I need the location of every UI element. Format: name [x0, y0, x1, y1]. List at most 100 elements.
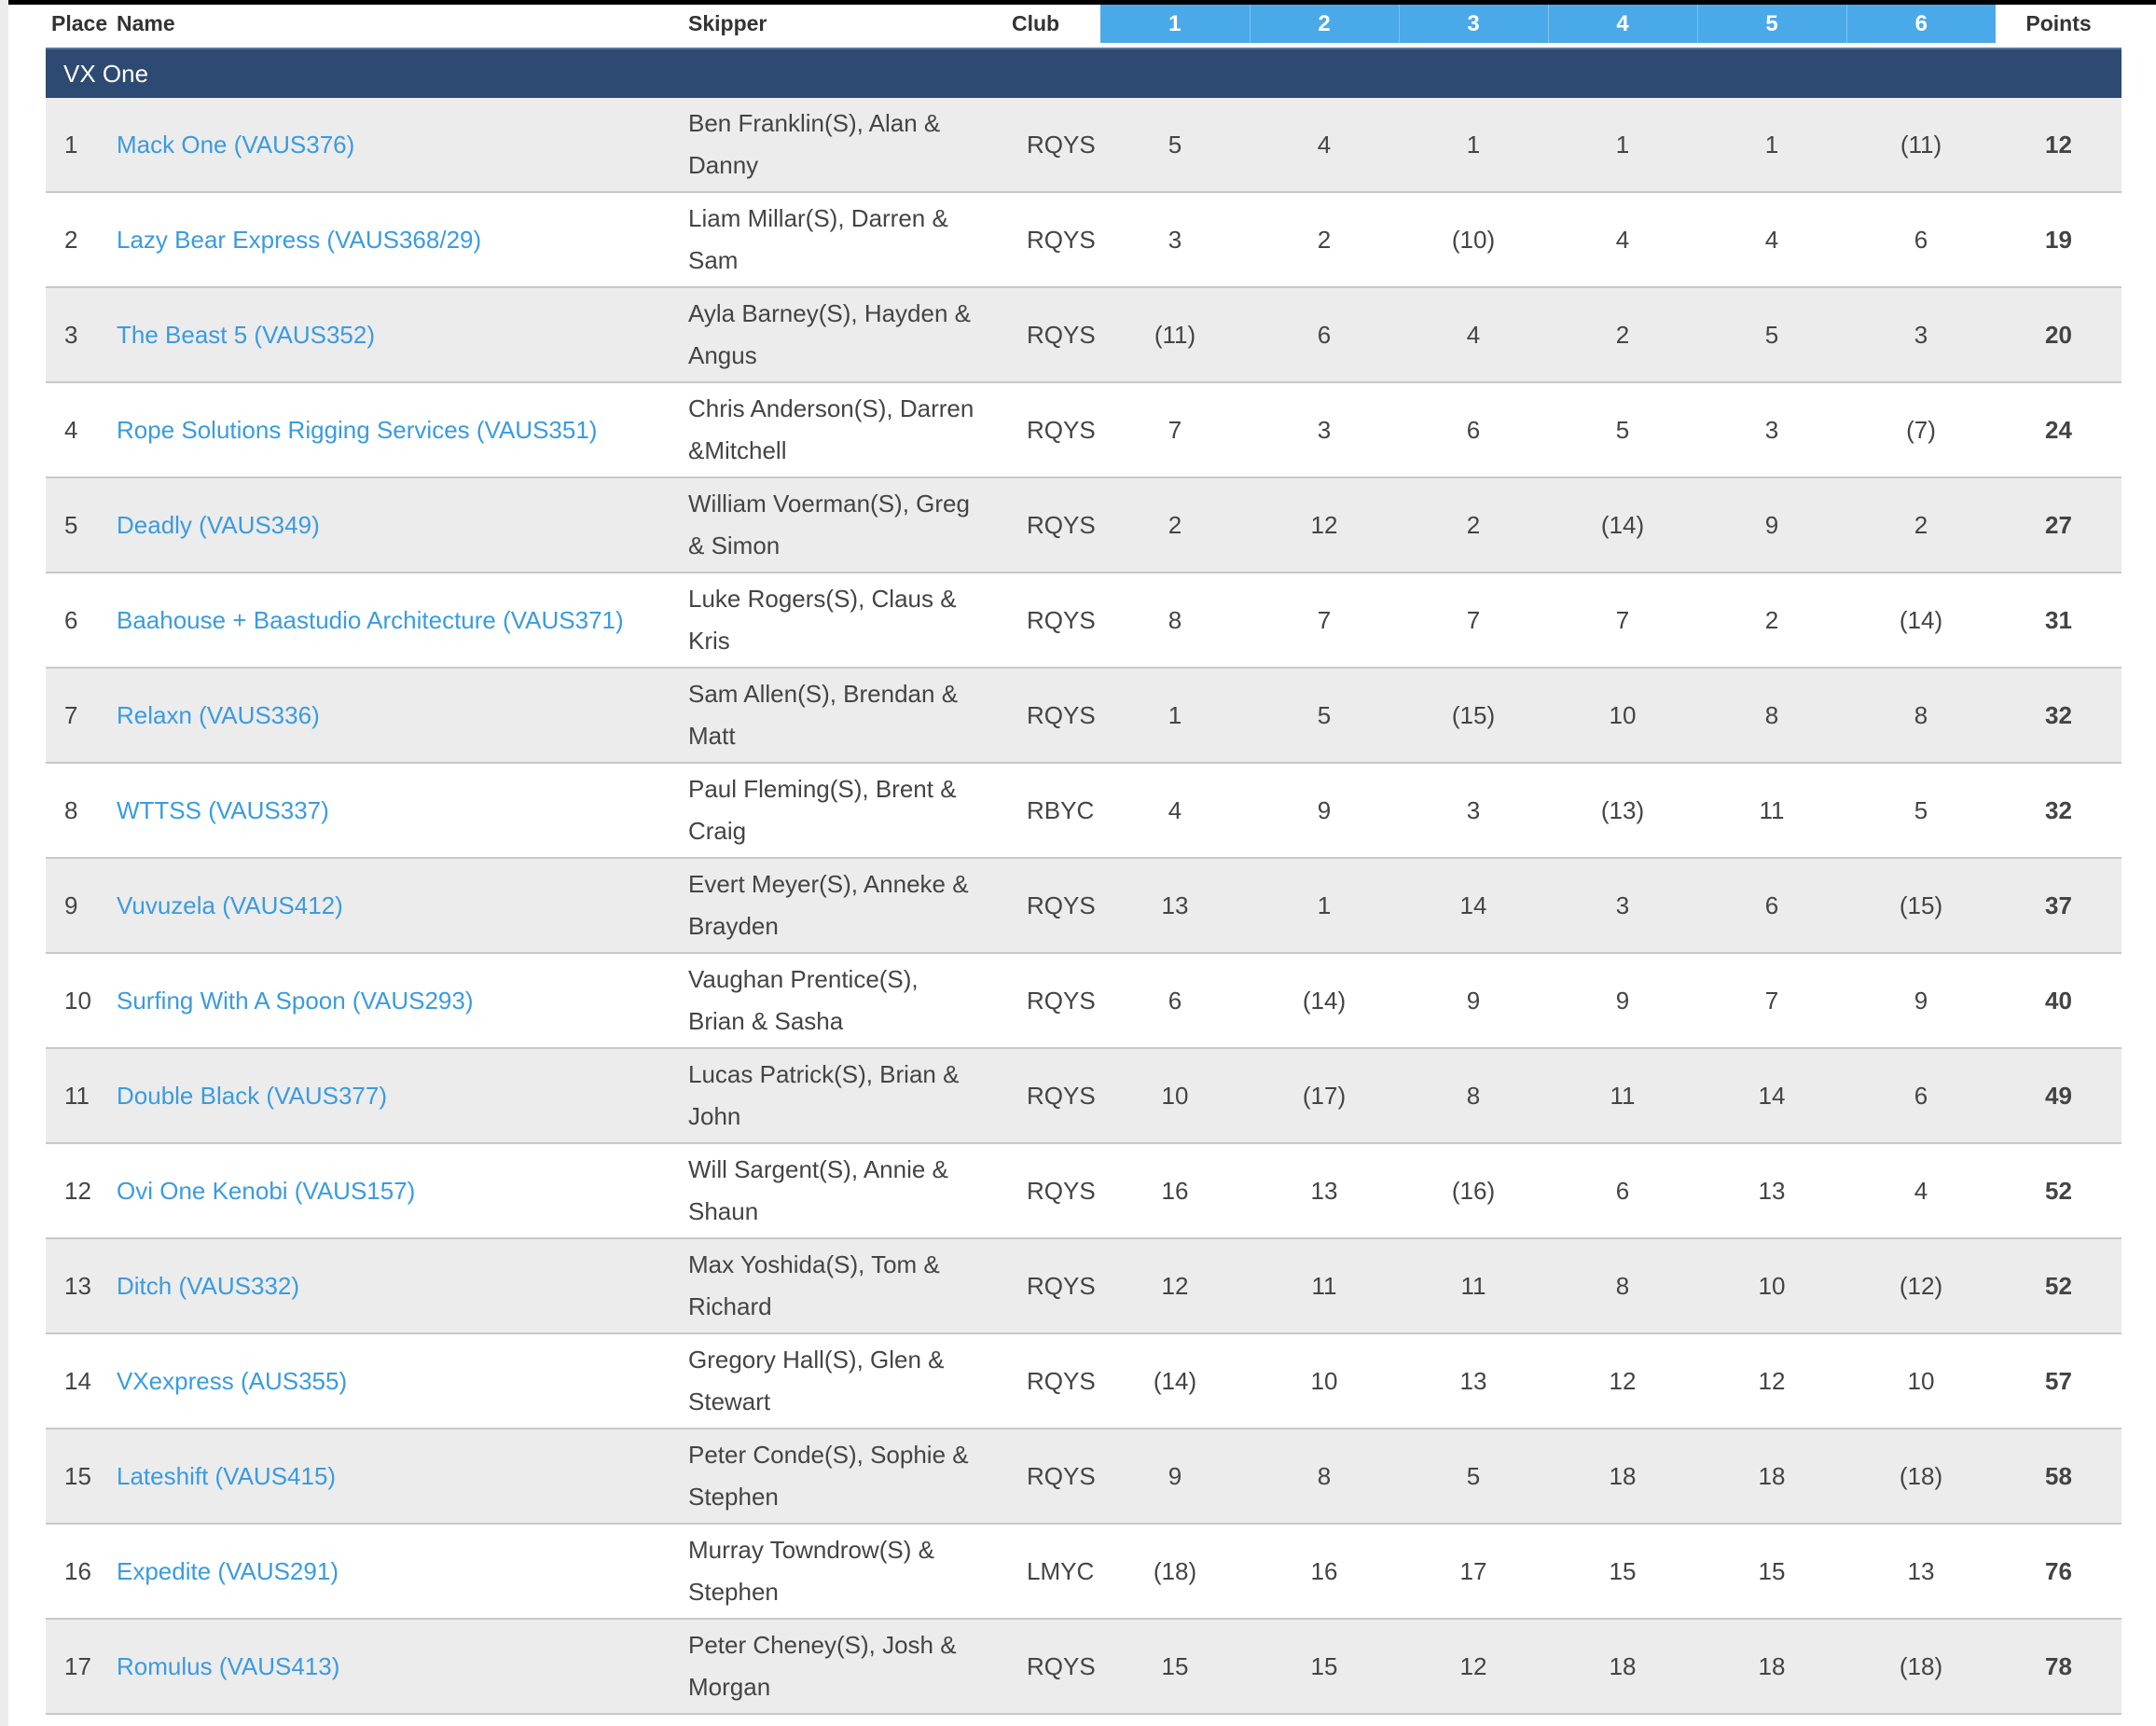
race-1-score-cell: 16 — [1100, 1143, 1250, 1239]
race-3-score-cell: 2 — [1399, 477, 1548, 573]
header-race-3[interactable]: 3 — [1398, 5, 1548, 43]
skipper-cell: Peter Cheney(S), Josh & Morgan — [688, 1619, 999, 1715]
skipper-cell: Evert Meyer(S), Anneke & Brayden — [688, 858, 999, 954]
boat-name-link[interactable]: Rope Solutions Rigging Services (VAUS351… — [117, 415, 598, 444]
boat-name-link[interactable]: Expedite (VAUS291) — [117, 1556, 339, 1585]
points-cell: 78 — [1996, 1619, 2121, 1715]
club-cell: RQYS — [999, 1238, 1100, 1334]
header-name[interactable]: Name — [117, 11, 175, 35]
boat-name-link[interactable]: Vuvuzela (VAUS412) — [117, 891, 343, 919]
results-table: Place Name Skipper Club 1 2 3 4 5 6 Poin… — [46, 5, 2121, 1715]
header-race-4[interactable]: 4 — [1547, 5, 1697, 43]
race-1-score-cell: 5 — [1100, 98, 1250, 193]
club-cell: LMYC — [999, 1524, 1100, 1620]
race-3-score-cell: 14 — [1399, 858, 1548, 954]
boat-name-link[interactable]: Double Black (VAUS377) — [117, 1081, 387, 1110]
boat-name-link[interactable]: Ditch (VAUS332) — [117, 1271, 300, 1300]
results-row: 5 Deadly (VAUS349) William Voerman(S), Gre… — [46, 477, 2121, 573]
club-cell: RQYS — [999, 858, 1100, 954]
club-cell: RQYS — [999, 953, 1100, 1049]
race-2-score-cell: (14) — [1250, 953, 1399, 1049]
race-3-score-cell: 5 — [1399, 1429, 1548, 1525]
race-6-score-cell: (18) — [1846, 1429, 1996, 1525]
place-cell: 1 — [46, 98, 117, 193]
points-cell: 32 — [1996, 763, 2121, 859]
race-6-score-cell: (18) — [1846, 1619, 1996, 1715]
race-3-score-cell: (10) — [1399, 192, 1548, 288]
left-border — [0, 0, 8, 1726]
race-3-score-cell: 6 — [1399, 382, 1548, 478]
skipper-cell: Ben Franklin(S), Alan & Danny — [688, 98, 999, 193]
race-5-score-cell: 12 — [1697, 1333, 1846, 1429]
skipper-cell: Vaughan Prentice(S), Brian & Sasha — [688, 953, 999, 1049]
race-5-score-cell: 18 — [1697, 1429, 1846, 1525]
points-cell: 76 — [1996, 1524, 2121, 1620]
club-cell: RQYS — [999, 98, 1100, 193]
header-place[interactable]: Place — [51, 11, 108, 35]
race-5-score-cell: 11 — [1697, 763, 1846, 859]
boat-name-cell: Vuvuzela (VAUS412) — [117, 858, 688, 954]
race-2-score-cell: 1 — [1250, 858, 1399, 954]
points-cell: 24 — [1996, 382, 2121, 478]
boat-name-link[interactable]: Romulus (VAUS413) — [117, 1651, 340, 1680]
header-race-1[interactable]: 1 — [1100, 5, 1250, 43]
race-4-score-cell: (14) — [1548, 477, 1697, 573]
class-group-row: VX One — [46, 48, 2121, 98]
boat-name-cell: Lazy Bear Express (VAUS368/29) — [117, 192, 688, 288]
points-cell: 31 — [1996, 573, 2121, 669]
boat-name-cell: Mack One (VAUS376) — [117, 98, 688, 193]
header-points[interactable]: Points — [2025, 11, 2092, 35]
race-5-score-cell: 15 — [1697, 1524, 1846, 1620]
results-row: 17 Romulus (VAUS413) Peter Cheney(S), Josh… — [46, 1619, 2121, 1715]
boat-name-link[interactable]: Ovi One Kenobi (VAUS157) — [117, 1176, 416, 1205]
skipper-cell: Will Sargent(S), Annie & Shaun — [688, 1143, 999, 1239]
boat-name-link[interactable]: Mack One (VAUS376) — [117, 130, 355, 159]
race-1-score-cell: 13 — [1100, 858, 1250, 954]
boat-name-cell: Ditch (VAUS332) — [117, 1238, 688, 1334]
boat-name-link[interactable]: Deadly (VAUS349) — [117, 510, 320, 539]
boat-name-link[interactable]: Lazy Bear Express (VAUS368/29) — [117, 225, 482, 254]
race-4-score-cell: 11 — [1548, 1048, 1697, 1144]
boat-name-link[interactable]: Lateshift (VAUS415) — [117, 1461, 337, 1490]
class-group-title: VX One — [46, 48, 2121, 98]
club-cell: RQYS — [999, 1619, 1100, 1715]
club-cell: RQYS — [999, 287, 1100, 383]
skipper-cell: Murray Towndrow(S) & Stephen — [688, 1524, 999, 1620]
race-5-score-cell: 10 — [1697, 1238, 1846, 1334]
boat-name-cell: Lateshift (VAUS415) — [117, 1429, 688, 1525]
header-race-6[interactable]: 6 — [1845, 5, 1996, 43]
results-row: 7 Relaxn (VAUS336) Sam Allen(S), Brendan &… — [46, 668, 2121, 764]
boat-name-link[interactable]: The Beast 5 (VAUS352) — [117, 320, 375, 349]
header-race-5[interactable]: 5 — [1696, 5, 1846, 43]
race-4-score-cell: 1 — [1548, 98, 1697, 193]
points-cell: 57 — [1996, 1333, 2121, 1429]
race-3-score-cell: 13 — [1399, 1333, 1548, 1429]
header-club[interactable]: Club — [1012, 11, 1060, 35]
boat-name-link[interactable]: Relaxn (VAUS336) — [117, 700, 320, 729]
skipper-cell: Luke Rogers(S), Claus & Kris — [688, 573, 999, 669]
race-2-score-cell: 5 — [1250, 668, 1399, 764]
boat-name-link[interactable]: WTTSS (VAUS337) — [117, 795, 329, 824]
race-4-score-cell: 10 — [1548, 668, 1697, 764]
boat-name-cell: Ovi One Kenobi (VAUS157) — [117, 1143, 688, 1239]
race-2-score-cell: 4 — [1250, 98, 1399, 193]
skipper-cell: Liam Millar(S), Darren & Sam — [688, 192, 999, 288]
points-cell: 52 — [1996, 1143, 2121, 1239]
race-6-score-cell: 10 — [1846, 1333, 1996, 1429]
boat-name-link[interactable]: Surfing With A Spoon (VAUS293) — [117, 986, 474, 1015]
header-race-2[interactable]: 2 — [1249, 5, 1399, 43]
race-3-score-cell: 11 — [1399, 1238, 1548, 1334]
header-skipper[interactable]: Skipper — [688, 11, 767, 35]
race-1-score-cell: 6 — [1100, 953, 1250, 1049]
race-6-score-cell: 4 — [1846, 1143, 1996, 1239]
results-row: 11 Double Black (VAUS377) Lucas Patrick(S)… — [46, 1048, 2121, 1144]
boat-name-link[interactable]: VXexpress (AUS355) — [117, 1366, 348, 1395]
points-cell: 20 — [1996, 287, 2121, 383]
place-cell: 8 — [46, 763, 117, 859]
boat-name-link[interactable]: Baahouse + Baastudio Architecture (VAUS3… — [117, 605, 624, 634]
race-2-score-cell: 15 — [1250, 1619, 1399, 1715]
race-1-score-cell: 9 — [1100, 1429, 1250, 1525]
race-5-score-cell: 14 — [1697, 1048, 1846, 1144]
race-1-score-cell: 1 — [1100, 668, 1250, 764]
race-4-score-cell: 18 — [1548, 1429, 1697, 1525]
